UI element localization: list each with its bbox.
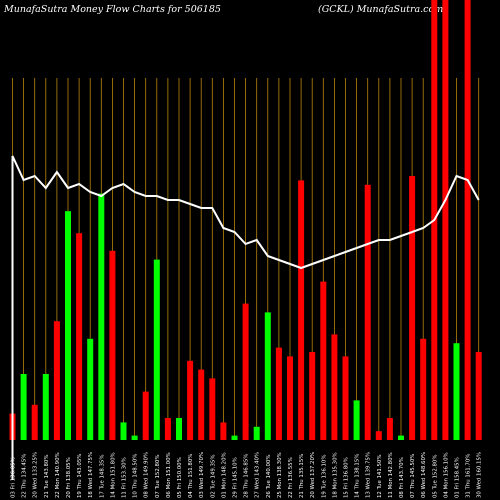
- money-flow-bar: [65, 211, 71, 440]
- money-flow-bar: [176, 418, 182, 440]
- x-tick-label: 11 Mon 142.80%: [388, 452, 394, 498]
- x-tick-label: 22 Mon 140.90%: [55, 452, 61, 498]
- x-tick-label: 29 Fri 145.10%: [233, 457, 239, 498]
- money-flow-bar: [342, 356, 349, 440]
- x-tick-label: 26 Tue 140.00%: [266, 455, 272, 498]
- money-flow-bar: [375, 431, 382, 440]
- x-tick-label: 02 Tue 149.35%: [210, 455, 216, 498]
- x-tick-label: 12 Tue 141.50%: [377, 455, 383, 498]
- money-flow-bar: [98, 193, 105, 440]
- money-flow-bar: [264, 312, 271, 440]
- money-flow-bar: [187, 360, 194, 440]
- x-tick-label: 20 Wed 133.25%: [33, 452, 39, 498]
- money-flow-bar: [153, 259, 160, 440]
- money-flow-bar: [231, 435, 238, 440]
- x-tick-label: 07 Tue 152.80%: [155, 455, 161, 498]
- money-flow-bar: [42, 374, 49, 440]
- money-flow-bar: [20, 374, 27, 440]
- x-tick-label: 05 Fri 150.00%: [177, 457, 183, 498]
- x-tick-label: 13 Wed 139.75%: [366, 452, 372, 498]
- money-flow-bar: [198, 369, 205, 440]
- money-flow-bar: [386, 418, 393, 440]
- x-tick-label: 03 Wed 149.70%: [199, 452, 205, 498]
- x-tick-label: 27 Wed 143.40%: [255, 452, 261, 498]
- money-flow-bar: [242, 303, 249, 440]
- x-tick-label: 10 Thu 148.50%: [133, 454, 139, 498]
- x-tick-label: 01 Fri 158.45%: [455, 457, 461, 498]
- x-tick-label: 14 Thu 138.15%: [355, 454, 361, 498]
- x-tick-label: 19 Thu 143.05%: [77, 454, 83, 498]
- money-flow-bar: [453, 343, 460, 440]
- money-flow-bar: [53, 321, 60, 440]
- x-tick-label: 22 Fri 136.55%: [288, 457, 294, 498]
- money-flow-bar: [287, 356, 293, 440]
- x-tick-label: 05 Tue 152.80%: [432, 455, 438, 498]
- x-tick-label: 18 Mon 135.30%: [332, 452, 338, 498]
- money-flow-bar: [220, 422, 227, 440]
- money-flow-bar: [120, 422, 127, 440]
- money-flow-bar: [464, 0, 471, 440]
- x-tick-label: 06 Wed 148.60%: [421, 452, 427, 498]
- x-tick-label: 15 Fri 136.80%: [344, 457, 350, 498]
- money-flow-bar: [309, 352, 316, 440]
- price-line: [11, 155, 480, 480]
- money-flow-bar: [398, 435, 404, 440]
- money-flow-bar: [31, 404, 38, 440]
- money-flow-bar: [475, 352, 482, 440]
- money-flow-bar: [442, 0, 449, 440]
- money-flow-bar: [87, 338, 94, 440]
- x-tick-label: 18 Wed 147.75%: [88, 452, 94, 498]
- money-flow-bar: [353, 400, 360, 440]
- x-tick-label: 08 Wed 149.90%: [144, 452, 150, 498]
- x-tick-label: 21 Thu 135.15%: [299, 454, 305, 498]
- x-tick-label: 31 Thu 161.70%: [466, 454, 472, 498]
- money-flow-bar: [275, 347, 282, 440]
- money-flow-bar: [253, 426, 260, 440]
- x-tick-label: 04 Thu 151.80%: [188, 454, 194, 498]
- x-tick-label: 06 Mon 151.00%: [166, 452, 172, 498]
- x-tick-label: 04 Mon 156.10%: [443, 452, 449, 498]
- money-flow-bar: [298, 180, 305, 440]
- chart-subtitle: (GCKL) MunafaSutra.com: [318, 4, 444, 15]
- money-flow-bar: [409, 176, 416, 440]
- money-flow-bar: [420, 338, 427, 440]
- money-flow-bar: [164, 418, 171, 440]
- money-flow-bar: [209, 378, 216, 440]
- x-tick-label: 17 Tue 148.35%: [99, 455, 105, 498]
- money-flow-bar: [109, 250, 116, 440]
- money-flow-bar: [142, 391, 149, 440]
- x-tick-label: 01 Mon 148.20%: [221, 452, 227, 498]
- x-tick-label: 03 Fri 136.05%: [11, 457, 17, 498]
- x-tick-labels: 03 Fri 136.05% 22 Thu 134.45% 20 Wed 133.2…: [11, 452, 483, 498]
- x-tick-label: 11 Fri 153.30%: [122, 457, 128, 498]
- x-tick-label: 19 Tue 136.10%: [321, 455, 327, 498]
- money-flow-bar: [364, 184, 371, 440]
- x-tick-label: 14 Mon 151.80%: [110, 452, 116, 498]
- money-flow-bar: [76, 233, 83, 440]
- x-tick-label: 25 Mon 138.30%: [277, 452, 283, 498]
- money-flow-bar: [131, 435, 138, 440]
- x-tick-label: 30 Wed 160.15%: [477, 452, 483, 498]
- price-line-layer: [11, 155, 480, 480]
- x-tick-label: 07 Thu 145.50%: [410, 454, 416, 498]
- money-flow-bar: [320, 281, 327, 440]
- x-tick-label: 21 Tue 143.80%: [44, 455, 50, 498]
- money-flow-bar: [331, 334, 338, 440]
- x-tick-label: 20 Wed 137.20%: [310, 452, 316, 498]
- x-tick-label: 08 Fri 143.70%: [399, 457, 405, 498]
- x-tick-label: 28 Thu 146.85%: [244, 454, 250, 498]
- chart-title: MunafaSutra Money Flow Charts for 506185: [4, 4, 221, 15]
- x-tick-label: 22 Thu 134.45%: [22, 454, 28, 498]
- x-tick-label: 20 Fri 138.05%: [66, 457, 72, 498]
